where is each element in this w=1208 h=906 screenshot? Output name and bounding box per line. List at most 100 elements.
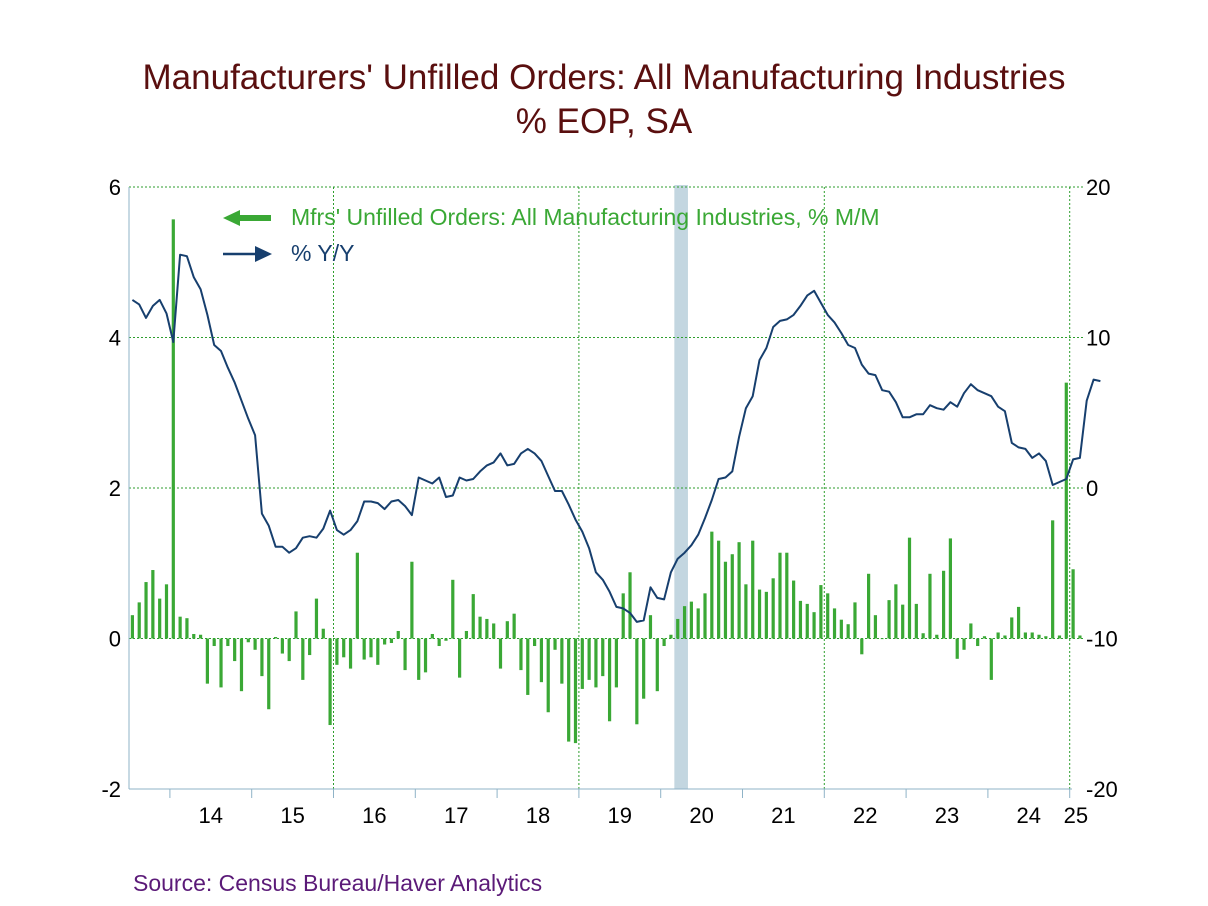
bar xyxy=(962,638,966,650)
bar xyxy=(219,638,223,688)
bar xyxy=(485,618,489,639)
legend-label-bars: Mfrs' Unfilled Orders: All Manufacturing… xyxy=(291,204,880,230)
bar xyxy=(144,582,148,639)
bar xyxy=(526,638,530,695)
bar xyxy=(812,612,816,639)
y-left-tick-label: 0 xyxy=(109,627,121,652)
bar xyxy=(737,542,741,639)
bar xyxy=(403,638,407,671)
bar xyxy=(676,618,680,639)
bar xyxy=(1023,632,1027,639)
bar xyxy=(212,638,216,647)
bar xyxy=(703,593,707,639)
bar xyxy=(478,616,482,639)
x-tick-label: 22 xyxy=(853,803,877,828)
bar xyxy=(826,593,830,639)
bar xyxy=(164,584,169,639)
bar xyxy=(451,579,455,639)
bar xyxy=(601,638,605,677)
bar xyxy=(778,552,782,639)
bar xyxy=(355,552,359,639)
bar xyxy=(273,636,278,639)
bar xyxy=(1078,635,1082,639)
bar xyxy=(253,638,257,650)
bar xyxy=(458,638,462,678)
bar xyxy=(423,638,428,673)
bar xyxy=(819,585,823,639)
bar xyxy=(723,561,728,639)
legend-arrow-left-icon xyxy=(223,210,271,226)
bar xyxy=(941,570,946,639)
bar xyxy=(171,219,175,639)
bar xyxy=(280,638,284,654)
bar xyxy=(710,531,714,639)
bar xyxy=(873,615,878,639)
bar xyxy=(832,608,837,639)
bar xyxy=(982,636,987,639)
y-left-tick-label: 2 xyxy=(109,476,121,501)
bar xyxy=(1010,617,1014,639)
y-right-tick-label: -20 xyxy=(1086,777,1118,802)
bar xyxy=(621,593,625,639)
bar xyxy=(792,580,796,639)
legend-arrow-right-icon xyxy=(255,246,272,262)
bar xyxy=(771,578,775,639)
bar xyxy=(607,638,612,722)
bar xyxy=(492,623,496,639)
bar xyxy=(642,638,646,699)
x-tick-label: 20 xyxy=(689,803,713,828)
bar xyxy=(335,638,339,665)
bar xyxy=(287,638,291,662)
y-left-tick-label: 4 xyxy=(109,326,121,351)
bar xyxy=(1030,632,1034,639)
bar xyxy=(314,598,319,639)
bar xyxy=(192,633,196,639)
bar xyxy=(369,638,373,658)
bar xyxy=(662,638,666,647)
bar xyxy=(1051,520,1055,639)
bar xyxy=(921,633,925,639)
bar xyxy=(185,618,189,639)
legend-label-line: % Y/Y xyxy=(291,240,355,266)
bar xyxy=(348,638,353,669)
bar xyxy=(696,608,700,639)
bar xyxy=(560,638,564,684)
chart-subtitle: % EOP, SA xyxy=(515,102,693,141)
bar xyxy=(498,638,503,669)
y-right-tick-label: -10 xyxy=(1086,627,1118,652)
bar xyxy=(389,638,394,644)
bar xyxy=(1016,606,1021,639)
bar xyxy=(553,638,557,650)
bar xyxy=(417,638,421,680)
bar xyxy=(342,638,346,658)
bar xyxy=(751,540,755,639)
x-tick-label: 21 xyxy=(771,803,795,828)
bar xyxy=(976,638,980,647)
bar xyxy=(130,615,135,639)
x-tick-label: 17 xyxy=(444,803,468,828)
bar xyxy=(205,638,209,684)
bar xyxy=(1064,382,1068,639)
bar xyxy=(198,634,203,639)
bar xyxy=(928,573,932,639)
bar xyxy=(505,621,509,639)
bar xyxy=(546,638,550,713)
bar xyxy=(580,638,584,689)
bar xyxy=(587,638,591,680)
y-right-tick-label: 10 xyxy=(1086,326,1110,351)
bar xyxy=(519,638,523,671)
bar xyxy=(853,602,857,639)
bar xyxy=(328,638,332,726)
bar xyxy=(151,570,155,639)
bar xyxy=(996,632,1000,639)
bar xyxy=(1071,569,1075,639)
bar xyxy=(846,624,850,639)
bar xyxy=(532,638,537,647)
bar xyxy=(730,554,734,639)
x-tick-label: 14 xyxy=(199,803,223,828)
bar xyxy=(969,623,973,639)
bar xyxy=(894,584,898,639)
bar xyxy=(539,638,544,683)
bar xyxy=(955,638,959,659)
bar xyxy=(321,628,325,639)
